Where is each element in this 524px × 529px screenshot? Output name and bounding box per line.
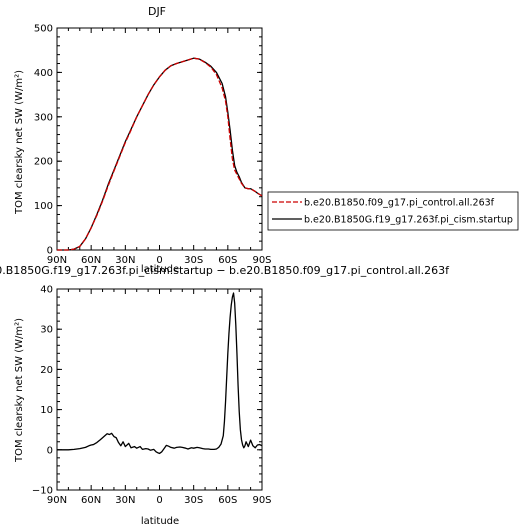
top-y-axis-label: TOM clearsky net SW (W/m²) bbox=[14, 70, 25, 215]
y-tick-label: 500 bbox=[34, 24, 53, 35]
y-tick-label: 0 bbox=[47, 246, 53, 257]
y-tick-label: 0 bbox=[47, 445, 53, 456]
y-tick-label: 400 bbox=[34, 68, 53, 79]
bottom-x-axis-label: latitude bbox=[141, 516, 179, 527]
x-tick-label: 0 bbox=[156, 255, 162, 266]
x-tick-label: 30N bbox=[115, 255, 135, 266]
x-tick-label: 90N bbox=[47, 255, 67, 266]
x-tick-label: 30S bbox=[184, 495, 203, 506]
x-tick-label: 60N bbox=[81, 495, 101, 506]
top-chart: DJF 90N 60N 30N 0 30S 60S 90S0100200300400500 … bbox=[14, 5, 519, 275]
top-plot-area: 90N 60N 30N 0 30S 60S 90S 0 100 200 300 400 500 bbox=[34, 24, 272, 267]
bottom-chart: b.e20.B1850G.f19_g17.263f.pi_cism.startu… bbox=[0, 264, 450, 527]
bottom-plot-area: 90N 60N 30N 0 30S 60S 90S −10 0 10 20 30 40 bbox=[32, 285, 272, 507]
series-line-solid bbox=[57, 292, 263, 455]
y-tick-label: 300 bbox=[34, 112, 53, 123]
x-tick-label: 90S bbox=[252, 495, 271, 506]
x-tick-label: 60S bbox=[218, 255, 237, 266]
x-tick-label: 60S bbox=[218, 495, 237, 506]
legend-box bbox=[267, 191, 519, 231]
x-tick-label: 60N bbox=[81, 255, 101, 266]
x-tick-label: 90S bbox=[252, 255, 271, 266]
top-chart-legend: b.e20.B1850.f09_g17.pi_control.all.263fb… bbox=[267, 191, 519, 231]
y-tick-label: 10 bbox=[40, 405, 53, 416]
y-tick-label: 30 bbox=[40, 325, 53, 336]
x-tick-label: 0 bbox=[156, 495, 162, 506]
bottom-chart-title: b.e20.B1850G.f19_g17.263f.pi_cism.startu… bbox=[0, 264, 450, 277]
bottom-y-axis-label: TOM clearsky net SW (W/m²) bbox=[14, 318, 25, 463]
x-tick-label: 90N bbox=[47, 495, 67, 506]
top-x-axis-label: latitude bbox=[141, 264, 179, 275]
x-tick-label: 30S bbox=[184, 255, 203, 266]
plot-frame bbox=[56, 288, 263, 491]
y-tick-label: −10 bbox=[32, 486, 53, 497]
top-chart-title: DJF bbox=[148, 5, 166, 18]
series-line-dashed bbox=[57, 57, 263, 251]
y-tick-label: 200 bbox=[34, 157, 53, 168]
legend-entry-label: b.e20.B1850G.f19_g17.263f.pi_cism.startu… bbox=[304, 215, 513, 226]
x-tick-label: 30N bbox=[115, 495, 135, 506]
y-tick-label: 100 bbox=[34, 201, 53, 212]
y-tick-label: 20 bbox=[40, 365, 53, 376]
y-tick-label: 40 bbox=[40, 285, 53, 296]
legend-entry-label: b.e20.B1850.f09_g17.pi_control.all.263f bbox=[304, 198, 495, 209]
